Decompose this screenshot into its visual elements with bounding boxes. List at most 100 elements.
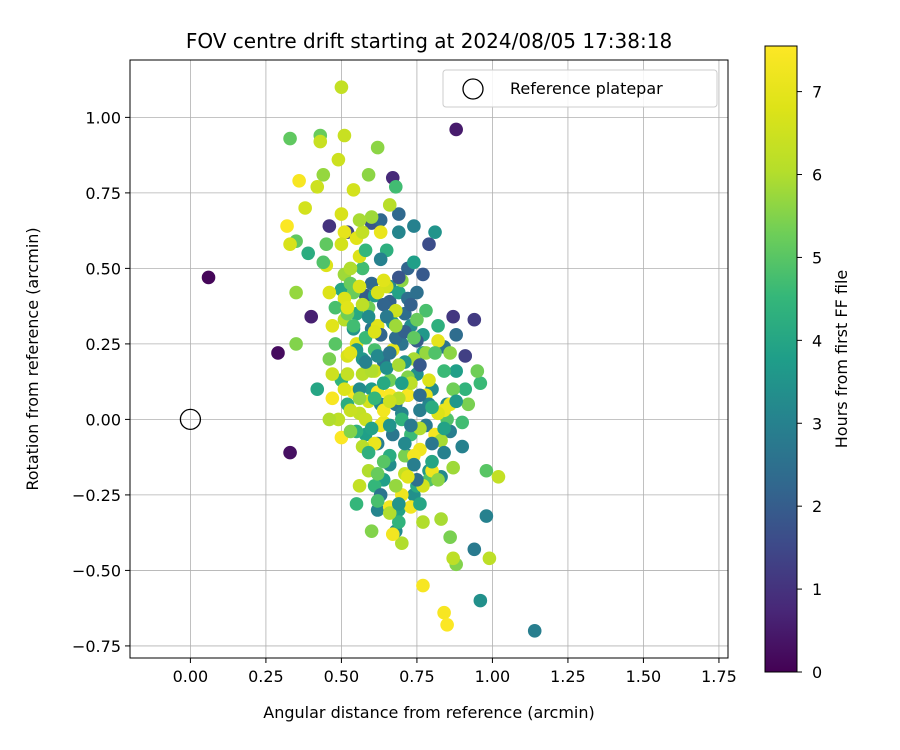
x-tick-label: 0.50	[324, 667, 360, 686]
plot-frame	[129, 59, 729, 659]
data-point	[346, 318, 361, 333]
colorbar-title: Hours from first FF file	[832, 270, 851, 449]
y-tick-label: 0.00	[85, 410, 121, 429]
data-point	[410, 312, 424, 327]
data-point	[373, 252, 388, 267]
data-point	[370, 494, 385, 508]
y-tick-label: −0.50	[72, 561, 121, 580]
data-point	[376, 454, 391, 469]
data-point	[413, 497, 427, 511]
data-point	[479, 509, 494, 523]
colorbar-ticks: 0 1 2 3 4 5 6 7	[797, 83, 822, 682]
data-point	[325, 367, 340, 381]
data-point	[416, 578, 430, 593]
data-point	[449, 364, 463, 378]
data-point	[337, 225, 352, 239]
data-point	[343, 424, 358, 439]
data-point	[376, 273, 391, 288]
data-point	[443, 530, 457, 544]
data-point	[298, 201, 312, 215]
data-point	[328, 300, 343, 315]
y-tick-label: −0.25	[72, 486, 121, 505]
data-point	[461, 397, 476, 412]
data-point	[283, 445, 297, 460]
data-point	[401, 469, 415, 484]
data-point	[358, 355, 373, 369]
data-point	[352, 479, 367, 493]
legend-marker-icon	[462, 78, 484, 100]
data-point	[364, 210, 379, 224]
colorbar: 0 1 2 3 4 5 6 7 Hours from first FF file	[764, 45, 851, 682]
data-point	[316, 167, 331, 182]
data-point	[364, 421, 379, 436]
data-point	[407, 457, 421, 472]
data-point	[407, 255, 421, 270]
data-point	[413, 358, 427, 372]
data-point	[358, 243, 373, 258]
grid-lines	[130, 60, 728, 658]
data-point	[416, 515, 430, 529]
data-point	[422, 373, 436, 387]
y-axis-title: Rotation from reference (arcmin)	[23, 227, 42, 490]
x-tick-label: 0.00	[173, 667, 209, 686]
data-point	[316, 255, 331, 270]
data-point	[292, 174, 306, 188]
data-point	[440, 617, 454, 632]
x-tick-label: 0.75	[399, 667, 435, 686]
data-point	[382, 394, 397, 409]
colorbar-tick-label: 4	[812, 331, 822, 350]
data-point	[458, 349, 473, 363]
data-point	[370, 466, 385, 481]
data-point	[473, 593, 488, 608]
data-point	[416, 267, 430, 282]
data-point	[446, 460, 460, 475]
data-point	[325, 391, 340, 406]
colorbar-tick-label: 1	[812, 580, 822, 599]
data-point	[446, 309, 460, 324]
y-tick-label: −0.75	[72, 637, 121, 656]
data-point	[361, 309, 376, 324]
colorbar-tick-label: 2	[812, 497, 822, 516]
colorbar-tick-label: 7	[812, 83, 822, 102]
data-point	[337, 382, 352, 397]
data-point	[431, 473, 445, 487]
data-point	[310, 382, 325, 397]
colorbar-tick-label: 5	[812, 248, 822, 267]
data-point	[413, 388, 427, 403]
data-point	[376, 297, 391, 312]
data-point	[404, 418, 418, 433]
data-point	[361, 445, 376, 460]
data-point	[388, 180, 403, 194]
data-point	[449, 328, 463, 342]
x-tick-label: 1.00	[475, 667, 511, 686]
data-point	[455, 415, 470, 430]
data-point	[422, 237, 436, 252]
data-point	[364, 524, 379, 538]
data-point	[289, 285, 303, 300]
data-point	[373, 225, 388, 239]
y-tick-label: 1.00	[85, 108, 121, 127]
data-point	[367, 391, 382, 406]
data-point	[334, 207, 349, 221]
x-tick-label: 1.25	[550, 667, 586, 686]
data-point	[431, 318, 445, 333]
y-axis: −0.75 −0.50 −0.25 0.00 0.25 0.50 0.75 1.00	[72, 108, 130, 656]
data-point	[325, 318, 340, 333]
data-point	[340, 367, 355, 381]
data-point	[331, 152, 346, 167]
data-point	[431, 334, 445, 348]
data-point	[425, 400, 439, 415]
data-point	[322, 352, 337, 366]
data-point	[352, 279, 367, 294]
y-tick-label: 0.25	[85, 335, 121, 354]
data-point	[425, 436, 439, 451]
data-point	[470, 364, 485, 378]
data-point	[289, 337, 303, 351]
data-point	[446, 382, 460, 397]
data-point	[527, 624, 542, 638]
data-point	[491, 469, 506, 484]
data-point	[391, 270, 406, 285]
data-point	[467, 312, 482, 327]
data-point	[437, 605, 451, 620]
data-point	[419, 303, 433, 318]
